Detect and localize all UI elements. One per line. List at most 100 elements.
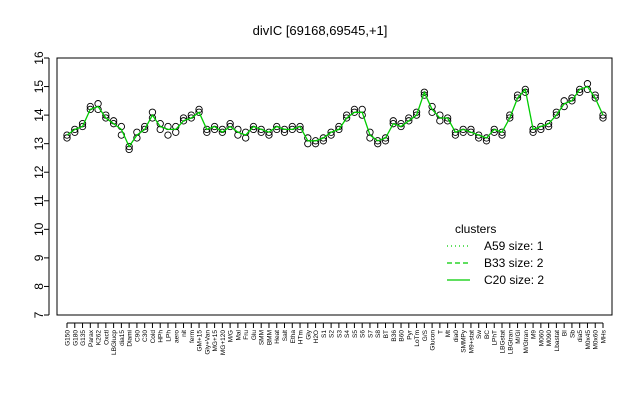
x-tick-label-12: HPh <box>158 330 165 343</box>
legend-label-2: C20 size: 2 <box>484 273 544 287</box>
point-s0-5 <box>102 114 110 122</box>
legend-label-1: B33 size: 2 <box>484 256 544 270</box>
x-tick-label-61: M060 <box>538 330 545 347</box>
plot-frame <box>56 57 613 316</box>
point-s0-20 <box>218 128 227 136</box>
point-s0-16 <box>187 114 195 122</box>
x-tick-label-33: S1 <box>321 330 328 338</box>
x-tick-label-66: dia5 <box>577 330 584 343</box>
point-s0-41 <box>381 134 390 142</box>
point-s0-45 <box>412 111 421 119</box>
point-s1-34 <box>327 128 335 136</box>
y-tick-label-4: 11 <box>32 194 46 207</box>
point-s0-35 <box>335 125 343 134</box>
x-tick-label-43: B60 <box>399 330 406 342</box>
point-s0-52 <box>467 128 475 136</box>
point-s1-46 <box>420 88 428 96</box>
point-s0-42 <box>389 120 397 128</box>
x-tick-label-4: K262 <box>96 330 103 346</box>
series-layer <box>63 80 607 154</box>
x-tick-label-45: LoTm <box>414 330 421 347</box>
x-tick-label-19: MG+15 <box>212 330 219 352</box>
x-tick-label-29: Etha <box>290 330 297 344</box>
x-tick-label-11: Cold <box>150 330 157 344</box>
point-s0-63 <box>552 111 561 119</box>
point-s0-43 <box>397 122 405 131</box>
point-s0-0 <box>63 131 71 139</box>
x-tick-label-17: GM+15 <box>197 330 204 352</box>
point-s0-10 <box>141 125 149 134</box>
x-tick-label-48: T <box>437 330 444 334</box>
y-tick-label-0: 7 <box>32 311 46 318</box>
x-tick-label-52: M9+stat <box>468 330 475 353</box>
x-tick-label-64: BI <box>562 330 569 336</box>
point-s0-17 <box>195 108 203 116</box>
x-tick-label-69: MHs <box>601 329 608 343</box>
point-s0-30 <box>296 122 304 131</box>
legend: clusters A59 size: 1 B33 size: 2 C20 size:… <box>447 222 544 287</box>
legend-title: clusters <box>455 222 496 236</box>
y-tick-label-8: 15 <box>32 80 46 94</box>
x-tick-label-25: SMM <box>259 330 266 345</box>
point-s1-66 <box>576 85 584 94</box>
chart-title: divIC [69168,69545,+1] <box>253 23 388 38</box>
x-tick-label-41: BT <box>383 330 390 338</box>
point-s0-40 <box>374 137 382 145</box>
x-tick-label-68: M0x60 <box>593 330 600 350</box>
x-tick-label-27: Heat <box>274 330 281 344</box>
x-tick-label-49: Mt <box>445 330 452 337</box>
point-s0-57 <box>506 114 514 122</box>
x-tick-label-18: Gly+Van <box>204 330 211 355</box>
x-tick-label-13: LPh <box>165 330 172 342</box>
x-tick-label-10: C30 <box>142 330 149 342</box>
x-tick-label-60: M9 <box>531 330 538 339</box>
x-tick-label-28: Salt <box>282 330 289 341</box>
x-tick-label-1: G180 <box>72 330 79 346</box>
point-s0-24 <box>249 122 258 131</box>
legend-entries: A59 size: 1 B33 size: 2 C20 size: 2 <box>447 239 544 287</box>
x-tick-label-24: Glu <box>251 330 258 341</box>
point-s0-53 <box>475 131 483 139</box>
x-tick-label-22: Mal <box>235 329 242 340</box>
point-s0-44 <box>405 117 413 125</box>
point-s1-13 <box>164 131 172 139</box>
x-tick-label-57: LBGtran <box>507 330 514 355</box>
x-tick-label-14: aero <box>173 330 180 343</box>
x-tick-label-63: Lbastat <box>554 330 561 352</box>
x-tick-label-50: dia0 <box>453 330 460 343</box>
point-s0-56 <box>498 128 506 136</box>
x-tick-label-15: nit <box>181 330 188 337</box>
point-s0-18 <box>203 125 211 134</box>
x-tick-label-34: S2 <box>329 330 336 338</box>
x-tick-label-44: Pyr <box>406 329 413 340</box>
point-s0-54 <box>482 134 491 142</box>
point-s0-27 <box>273 122 281 131</box>
x-tick-label-38: S6 <box>360 330 367 338</box>
y-tick-label-9: 16 <box>32 51 46 65</box>
point-s0-51 <box>459 125 467 134</box>
point-s0-1 <box>71 125 79 134</box>
x-tick-label-54: BC <box>484 330 491 339</box>
x-tick-label-9: C90 <box>134 330 141 342</box>
x-tick-label-65: Sb <box>569 330 576 338</box>
x-tick-label-5: Oxctl <box>103 329 110 344</box>
point-s0-15 <box>179 117 188 125</box>
y-tick-label-7: 14 <box>32 108 46 122</box>
y-tick-label-1: 8 <box>32 283 46 290</box>
x-tick-label-42: B36 <box>391 330 398 342</box>
x-tick-label-51: SMMPy <box>461 329 468 353</box>
y-tick-label-2: 9 <box>32 254 46 261</box>
x-tick-label-3: Parax <box>88 329 95 347</box>
x-tick-label-37: S5 <box>352 330 359 338</box>
x-tick-label-2: G135 <box>80 330 87 346</box>
x-tick-label-56: LBGstat <box>500 330 507 354</box>
point-s0-62 <box>544 120 553 128</box>
y-axis: 7 8 9 10 11 12 13 14 15 16 <box>32 51 50 318</box>
x-tick-label-21: M/G <box>228 330 235 342</box>
y-tick-label-3: 10 <box>32 222 46 236</box>
point-s0-68 <box>591 94 599 102</box>
point-s0-36 <box>343 114 351 122</box>
point-s0-26 <box>265 128 273 136</box>
x-tick-label-67: M0x45 <box>585 330 592 350</box>
